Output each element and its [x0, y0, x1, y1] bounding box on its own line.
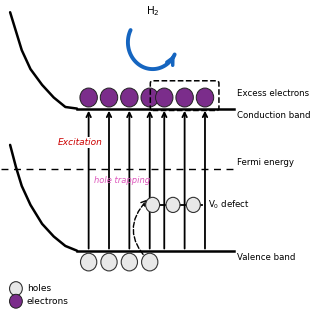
Text: hole trapping: hole trapping — [94, 176, 151, 185]
Circle shape — [146, 197, 160, 212]
Circle shape — [81, 253, 97, 271]
Text: Fermi energy: Fermi energy — [237, 158, 294, 167]
Circle shape — [186, 197, 200, 212]
Circle shape — [80, 88, 97, 107]
Text: holes: holes — [27, 284, 51, 293]
Text: H$_2$: H$_2$ — [146, 4, 159, 18]
Text: electrons: electrons — [27, 297, 69, 306]
Circle shape — [121, 88, 138, 107]
Circle shape — [101, 253, 117, 271]
Text: V$_0$ defect: V$_0$ defect — [208, 199, 249, 211]
Circle shape — [100, 88, 118, 107]
Text: Conduction band: Conduction band — [237, 111, 310, 120]
Circle shape — [156, 88, 173, 107]
Text: Excess electrons: Excess electrons — [237, 89, 309, 98]
Circle shape — [121, 253, 138, 271]
Text: Excitation: Excitation — [58, 138, 103, 147]
Circle shape — [10, 294, 22, 308]
Circle shape — [196, 88, 214, 107]
Circle shape — [176, 88, 193, 107]
Circle shape — [141, 88, 158, 107]
Text: Valence band: Valence band — [237, 253, 295, 262]
Circle shape — [10, 282, 22, 296]
Circle shape — [141, 253, 158, 271]
Circle shape — [166, 197, 180, 212]
